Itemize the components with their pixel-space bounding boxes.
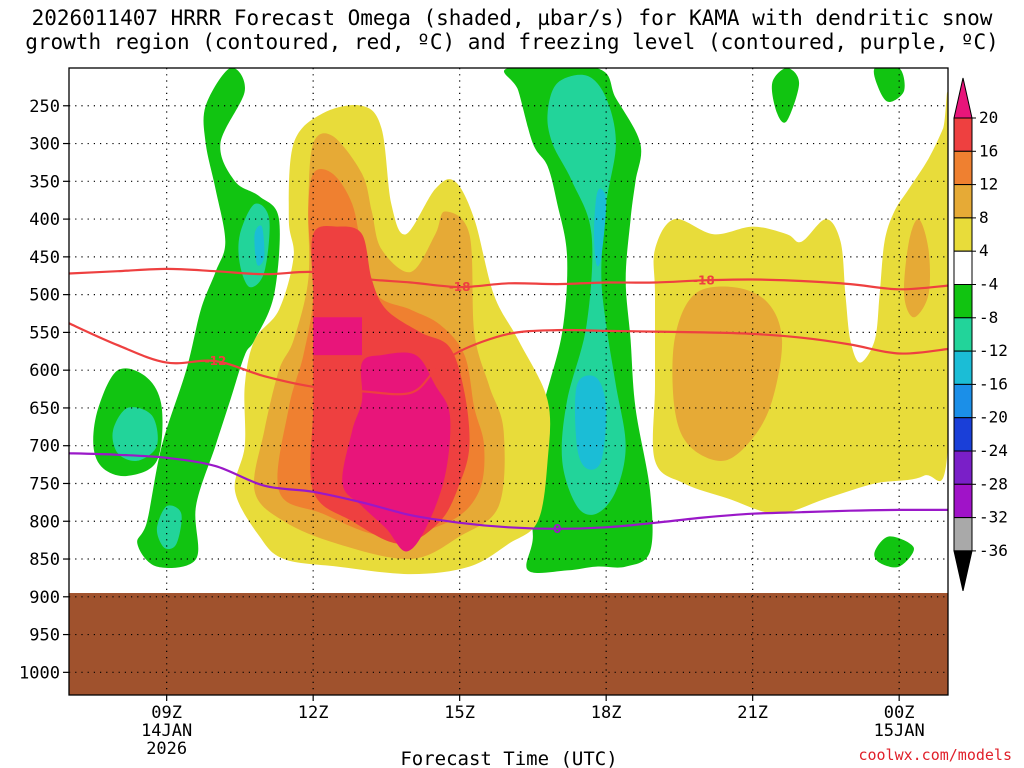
contour-label-0: 0 [553,522,561,536]
x-tick-label: 12Z [298,703,329,723]
omega-region-8-20 [672,286,783,461]
colorbar-segment [953,383,973,419]
colorbar-label: -32 [979,508,1008,527]
colorbar-label: -16 [979,374,1008,393]
x-tick-label: 18Z [591,703,622,723]
y-axis: 250 300 350 400 450 500 550 600 650 700 750 800 850 9… [19,97,69,683]
omega-region--8-7 [547,74,626,515]
colorbar-segment [953,250,973,285]
colorbar-label: -4 [979,275,998,294]
colorbar-segment [953,450,973,485]
colorbar-segment [953,517,973,552]
y-tick-label: 700 [29,437,60,457]
colorbar-label: -28 [979,474,1008,493]
x-tick-label: 2026 [146,739,187,759]
chart-title: 2026011407 HRRR Forecast Omega (shaded, … [0,6,1024,54]
x-tick-label: 09Z [151,703,182,723]
omega-region--8-4 [238,203,270,288]
colorbar-top-arrow [953,77,973,119]
contour-label--18: -18 [449,280,471,294]
y-tick-label: 350 [29,172,60,192]
colorbar-segment [953,217,973,252]
y-tick-label: 1000 [19,663,60,683]
colorbar-segment [953,117,973,152]
plot-frame [68,67,949,696]
ground-fill [69,593,948,695]
omega-region--12-5 [254,225,265,266]
colorbar-label: 20 [979,108,998,127]
contour-line--12 [69,322,948,396]
y-tick-label: 550 [29,323,60,343]
colorbar-label: -8 [979,308,998,327]
colorbar-segment [953,150,973,186]
colorbar-label: 8 [979,208,989,227]
colorbar-segment [953,184,973,219]
y-tick-label: 300 [29,135,60,155]
omega-region--8-3 [156,505,182,550]
colorbar-label: 16 [979,141,998,160]
omega-region--12-8 [574,375,607,470]
chart-title-line2: growth region (contoured, red, ºC) and f… [25,30,999,54]
contour-line-0 [69,452,948,530]
y-tick-label: 850 [29,550,60,570]
colorbar-label: -12 [979,341,1008,360]
chart-title-line1: 2026011407 HRRR Forecast Omega (shaded, … [31,6,993,30]
omega-region--4-12 [874,536,914,568]
y-tick-label: 800 [29,512,60,532]
colorbar-label: -36 [979,541,1008,560]
omega-region--4-10 [771,68,800,123]
x-axis-label: Forecast Time (UTC) [400,748,617,768]
y-tick-label: 950 [29,626,60,646]
omega-region--4-11 [873,68,905,102]
contour-line--18 [69,267,948,291]
omega-region-20-18 [313,317,362,356]
x-tick-label: 15JAN [874,721,925,741]
omega-region-20-17 [342,352,451,552]
x-tick-label: 15Z [444,703,475,723]
x-tick-label: 21Z [737,703,768,723]
y-tick-label: 900 [29,588,60,608]
x-tick-label: 14JAN [141,721,192,741]
omega-region--8-2 [112,407,158,462]
colorbar-label: -24 [979,441,1008,460]
colorbar-segment [953,350,973,385]
colorbar-segment [953,417,973,452]
temperature-contours: -18 -18 -12 0 [69,267,948,536]
x-tick-label: 00Z [884,703,915,723]
site-credit[interactable]: coolwx.com/models [858,746,1012,764]
colorbar-bottom-arrow [953,550,973,592]
contour-label--18: -18 [693,273,715,287]
omega-region--12-9 [594,188,607,267]
y-tick-label: 600 [29,361,60,381]
colorbar-label: 4 [979,241,989,260]
y-tick-label: 450 [29,248,60,268]
colorbar-segment [953,284,973,319]
grid-lines [69,68,948,695]
omega-region-8-21 [903,218,931,318]
colorbar-label: 12 [979,175,998,194]
colorbar-segment [953,317,973,352]
colorbar-label: -20 [979,408,1008,427]
y-tick-label: 400 [29,210,60,230]
colorbar-segment [953,483,973,519]
colorbar: 20 16 12 8 4 -4 -8 -12 -16 -20 -24 -28 -32 -36 [953,77,1008,592]
y-tick-label: 250 [29,97,60,117]
omega-shading [93,68,948,575]
y-tick-label: 750 [29,474,60,494]
omega-region--4-0 [137,68,280,568]
y-tick-label: 500 [29,286,60,306]
y-tick-label: 650 [29,399,60,419]
ground-layer [69,593,948,695]
contour-label--12: -12 [205,354,227,368]
